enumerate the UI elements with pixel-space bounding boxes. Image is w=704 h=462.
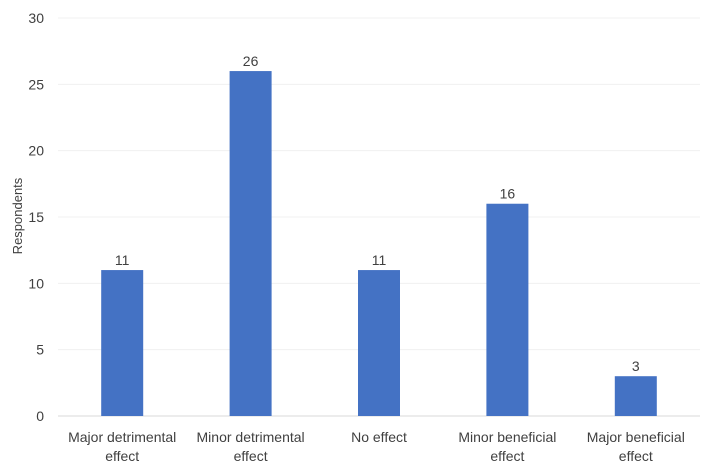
- bar-value-label: 11: [115, 252, 130, 268]
- x-tick-label-line: Minor beneficial: [458, 429, 556, 445]
- y-tick-label: 5: [36, 342, 44, 358]
- bars: [101, 71, 657, 417]
- y-tick-label: 15: [28, 209, 44, 225]
- y-tick-label: 25: [28, 76, 44, 92]
- y-tick-label: 10: [28, 275, 44, 291]
- x-tick-label-line: effect: [490, 448, 524, 462]
- x-tick-label: Minor beneficial effect: [458, 429, 556, 462]
- bar: [229, 71, 272, 417]
- bar-value-label: 11: [372, 252, 387, 268]
- bar: [358, 270, 400, 416]
- x-tick-label-line: effect: [619, 448, 653, 462]
- x-tick-label: Major beneficial effect: [587, 429, 685, 462]
- y-tick-label: 20: [28, 143, 44, 159]
- y-tick-label: 30: [28, 10, 44, 26]
- bar: [486, 203, 529, 416]
- bar-value-label: 26: [243, 53, 259, 69]
- x-tick-label-line: effect: [105, 448, 139, 462]
- x-tick-label-line: Major beneficial: [587, 429, 685, 445]
- y-axis-ticks: 0 5 10 15 20 25 30: [28, 10, 44, 424]
- bar-value-label: 16: [500, 186, 516, 202]
- x-tick-label: Minor detrimental effect: [197, 429, 305, 462]
- bar: [614, 376, 657, 416]
- y-tick-label: 0: [36, 408, 44, 424]
- x-tick-label: No effect: [351, 429, 407, 445]
- x-tick-label-line: Major detrimental: [68, 429, 176, 445]
- x-tick-label-line: effect: [234, 448, 268, 462]
- data-labels: 11 26 11 16 3: [115, 53, 640, 374]
- bar-value-label: 3: [632, 358, 640, 374]
- bar: [101, 270, 144, 416]
- x-tick-label: Major detrimental effect: [68, 429, 176, 462]
- y-axis-title: Respondents: [10, 177, 25, 254]
- x-tick-label-line: Minor detrimental: [197, 429, 305, 445]
- x-tick-label-line: No effect: [351, 429, 407, 445]
